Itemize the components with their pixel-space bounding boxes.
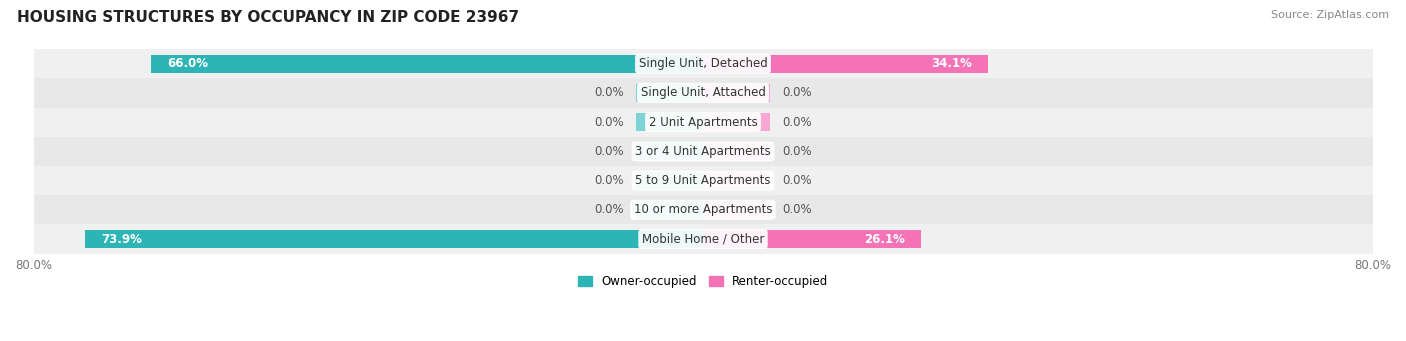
Text: 0.0%: 0.0% (593, 174, 623, 187)
Text: 0.0%: 0.0% (783, 174, 813, 187)
Bar (34, 137, 1372, 166)
Bar (636, 201, 703, 219)
Bar (34, 78, 1372, 107)
Bar (703, 55, 988, 73)
Bar (703, 172, 770, 190)
Bar (84, 230, 703, 248)
Text: Single Unit, Detached: Single Unit, Detached (638, 57, 768, 70)
Text: 26.1%: 26.1% (863, 233, 904, 246)
Text: 5 to 9 Unit Apartments: 5 to 9 Unit Apartments (636, 174, 770, 187)
Bar (636, 113, 703, 131)
Bar (703, 142, 770, 161)
Text: 0.0%: 0.0% (593, 86, 623, 100)
Text: 0.0%: 0.0% (593, 203, 623, 216)
Text: 0.0%: 0.0% (783, 116, 813, 129)
Text: Single Unit, Attached: Single Unit, Attached (641, 86, 765, 100)
Bar (34, 107, 1372, 137)
Bar (703, 230, 921, 248)
Text: 73.9%: 73.9% (101, 233, 142, 246)
Bar (34, 49, 1372, 78)
Bar (703, 113, 770, 131)
Text: 10 or more Apartments: 10 or more Apartments (634, 203, 772, 216)
Bar (636, 84, 703, 102)
Bar (34, 166, 1372, 195)
Text: 66.0%: 66.0% (167, 57, 208, 70)
Bar (34, 224, 1372, 254)
Bar (703, 201, 770, 219)
Text: Source: ZipAtlas.com: Source: ZipAtlas.com (1271, 10, 1389, 20)
Text: Mobile Home / Other: Mobile Home / Other (641, 233, 765, 246)
Text: 2 Unit Apartments: 2 Unit Apartments (648, 116, 758, 129)
Legend: Owner-occupied, Renter-occupied: Owner-occupied, Renter-occupied (572, 270, 834, 293)
Bar (34, 195, 1372, 224)
Text: 0.0%: 0.0% (593, 116, 623, 129)
Text: 34.1%: 34.1% (931, 57, 972, 70)
Text: 0.0%: 0.0% (783, 86, 813, 100)
Text: 3 or 4 Unit Apartments: 3 or 4 Unit Apartments (636, 145, 770, 158)
Bar (636, 172, 703, 190)
Text: 0.0%: 0.0% (783, 203, 813, 216)
Bar (703, 84, 770, 102)
Text: 0.0%: 0.0% (593, 145, 623, 158)
Text: 0.0%: 0.0% (783, 145, 813, 158)
Text: HOUSING STRUCTURES BY OCCUPANCY IN ZIP CODE 23967: HOUSING STRUCTURES BY OCCUPANCY IN ZIP C… (17, 10, 519, 25)
Bar (150, 55, 703, 73)
Bar (636, 142, 703, 161)
